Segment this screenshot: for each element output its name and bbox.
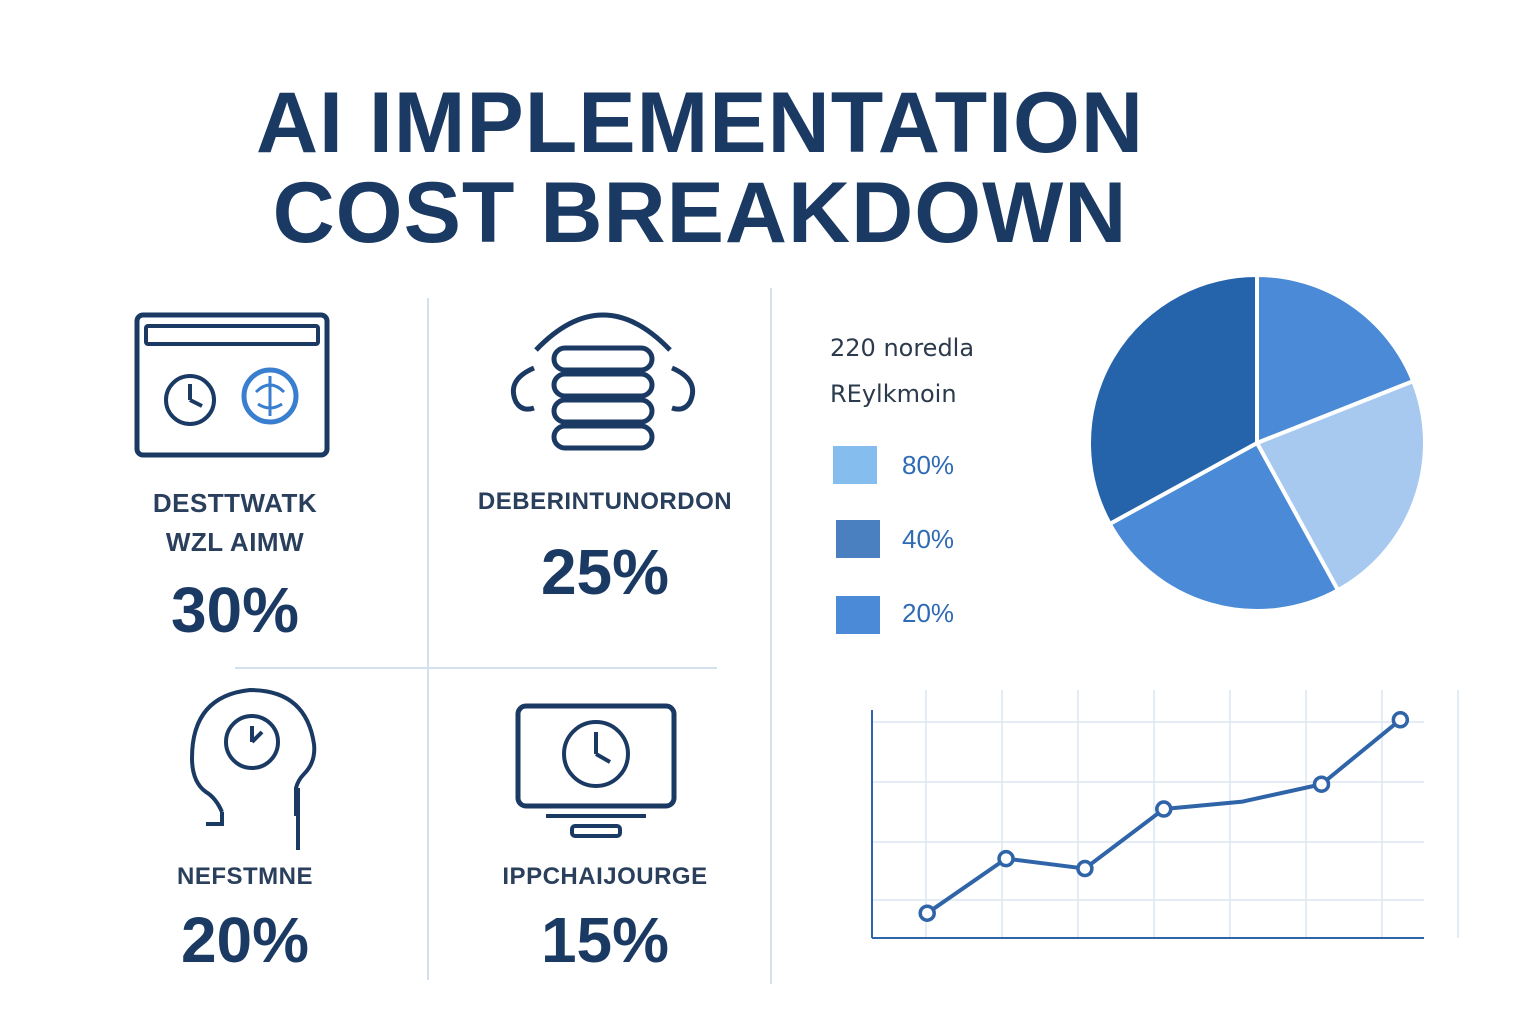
legend-swatch-2 bbox=[836, 520, 880, 558]
monitor-clock-icon bbox=[514, 702, 678, 842]
legend-value-2: 40% bbox=[902, 524, 955, 554]
data-point-2 bbox=[997, 849, 1015, 868]
tile-value-4: 15% bbox=[540, 904, 670, 976]
head-clock-icon bbox=[186, 682, 317, 852]
tile-value-2: 25% bbox=[540, 536, 670, 608]
divider-horizontal bbox=[235, 667, 717, 669]
legend-value-3: 20% bbox=[902, 598, 955, 628]
pie-chart bbox=[1087, 273, 1427, 613]
tile-value-1: 30% bbox=[170, 574, 300, 646]
title-line-2: COST BREAKDOWN bbox=[272, 165, 1128, 261]
line-chart bbox=[871, 690, 1459, 939]
data-point-4 bbox=[1155, 800, 1173, 818]
pie-slice-4 bbox=[1087, 273, 1259, 526]
divider-vertical-left bbox=[427, 298, 429, 980]
data-point-3 bbox=[1076, 859, 1094, 878]
database-stack-icon bbox=[508, 310, 698, 460]
legend-swatch-3 bbox=[836, 596, 880, 634]
data-point-1 bbox=[918, 904, 936, 922]
pie-slice-3 bbox=[1107, 441, 1340, 613]
tile-label-2: DEBERINTUNORDON bbox=[477, 488, 733, 515]
title-line-1: AI IMPLEMENTATION bbox=[255, 75, 1145, 171]
pie-slice-2 bbox=[1255, 379, 1427, 593]
data-point-6 bbox=[1312, 775, 1331, 793]
legend-swatch-1 bbox=[833, 446, 877, 484]
legend-heading-1: 220 noredla bbox=[830, 334, 975, 362]
tile-label-1: DESTTWATK WZL AIMW bbox=[110, 487, 360, 558]
tile-label-4: IPPCHAIJOURGE bbox=[502, 863, 708, 890]
divider-vertical-right bbox=[770, 288, 772, 984]
legend-value-1: 80% bbox=[902, 450, 955, 480]
legend-heading-2: REylkmoin bbox=[830, 380, 957, 408]
tile-label-3: NEFSTMNE bbox=[177, 863, 313, 890]
pie-slice-1 bbox=[1255, 273, 1416, 445]
data-point-7 bbox=[1391, 711, 1410, 729]
tile-label-1-line1: DESTTWATK bbox=[152, 488, 318, 518]
browser-clock-brain-icon bbox=[134, 312, 330, 458]
tile-label-1-line2: WZL AIMW bbox=[165, 526, 305, 557]
tile-value-3: 20% bbox=[180, 904, 310, 976]
